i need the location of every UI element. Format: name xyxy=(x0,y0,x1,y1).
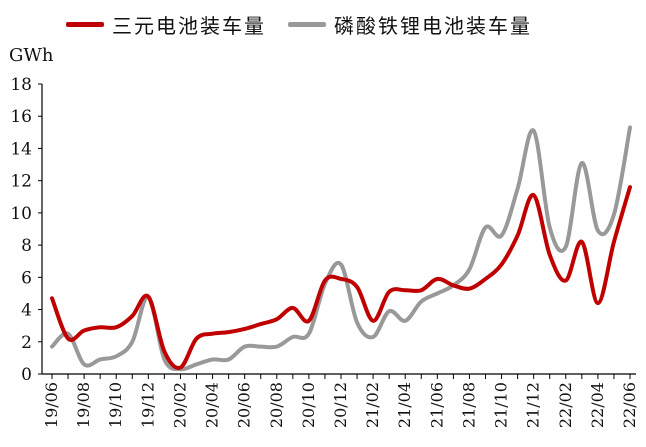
x-tick-label: 20/04 xyxy=(203,382,222,428)
legend-swatch-ternary xyxy=(66,22,104,27)
y-tick-label: 2 xyxy=(21,333,32,353)
y-tick-label: 12 xyxy=(10,172,32,192)
x-tick-label: 20/08 xyxy=(267,382,286,428)
y-tick-label: 6 xyxy=(21,268,32,288)
y-tick-label: 0 xyxy=(21,365,32,385)
x-tick-label: 20/10 xyxy=(299,382,318,428)
x-tick-label: 20/12 xyxy=(331,382,350,428)
x-tick-label: 21/04 xyxy=(395,382,414,428)
legend-item-ternary: 三元电池装车量 xyxy=(66,10,266,39)
x-tick-label: 19/12 xyxy=(138,382,157,428)
x-tick-label: 19/08 xyxy=(74,382,93,428)
y-tick-label: 10 xyxy=(10,204,32,224)
x-tick-label: 20/02 xyxy=(170,382,189,428)
x-tick-label: 21/10 xyxy=(492,382,511,428)
y-axis-unit-label: GWh xyxy=(9,45,54,66)
y-tick-label: 8 xyxy=(21,236,32,256)
legend-swatch-lfp xyxy=(288,22,326,27)
x-tick-label: 21/08 xyxy=(459,382,478,428)
x-tick-label: 21/12 xyxy=(524,382,543,428)
y-tick-label: 14 xyxy=(10,139,32,159)
series-line-ternary xyxy=(50,185,632,370)
y-tick-label: 4 xyxy=(21,301,32,321)
x-tick-label: 19/10 xyxy=(106,382,125,428)
x-tick-label: 19/06 xyxy=(42,382,61,428)
legend-label-ternary: 三元电池装车量 xyxy=(112,14,266,38)
x-tick-label: 20/06 xyxy=(235,382,254,428)
x-tick-label: 22/06 xyxy=(620,382,639,428)
x-tick-label: 21/06 xyxy=(427,382,446,428)
x-tick-label: 22/04 xyxy=(588,382,607,428)
y-tick-label: 16 xyxy=(10,107,32,127)
legend-item-lfp: 磷酸铁锂电池装车量 xyxy=(288,10,532,39)
legend-label-lfp: 磷酸铁锂电池装车量 xyxy=(334,14,532,38)
x-tick-label: 22/02 xyxy=(556,382,575,428)
x-tick-label: 21/02 xyxy=(363,382,382,428)
legend: 三元电池装车量 磷酸铁锂电池装车量 xyxy=(66,10,554,39)
series-line-lfp xyxy=(50,125,632,372)
y-tick-label: 18 xyxy=(10,75,32,95)
